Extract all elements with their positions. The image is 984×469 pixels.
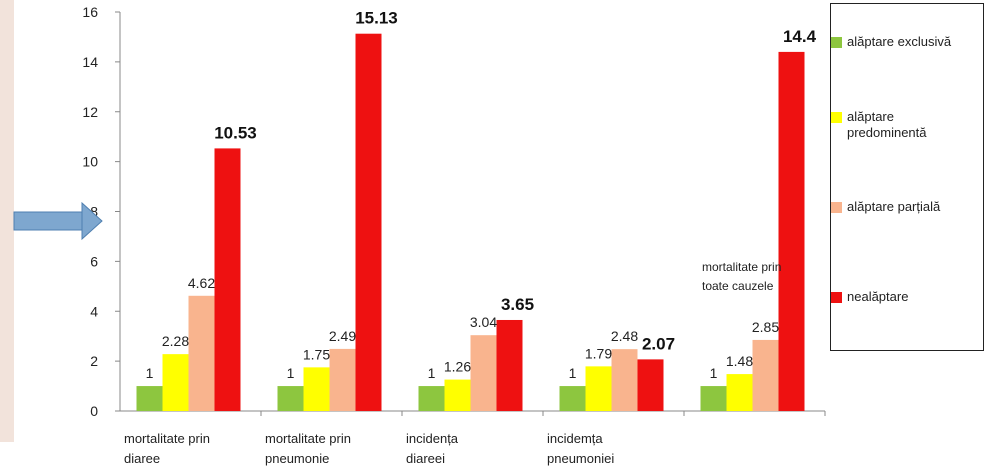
y-tick-label: 8 (90, 204, 98, 220)
category-label: pneumoniei (547, 451, 614, 466)
data-label: 1 (710, 365, 718, 381)
legend-swatch (831, 292, 842, 303)
bar (329, 348, 356, 411)
bar (277, 386, 304, 411)
bar (418, 386, 445, 411)
data-label: 10.53 (214, 123, 257, 142)
data-label: 15.13 (355, 9, 398, 28)
y-tick-label: 10 (82, 154, 98, 170)
category-label: mortalitate prin (265, 431, 351, 446)
y-tick-label: 2 (90, 353, 98, 369)
bar (303, 367, 330, 411)
category-label: incidemța (547, 431, 603, 446)
legend-item: alăptare parțială (831, 199, 975, 215)
data-label: 3.04 (470, 314, 497, 330)
category-label: pneumonie (265, 451, 329, 466)
data-label: 1 (569, 365, 577, 381)
data-label: 14.4 (783, 27, 817, 46)
bar (444, 379, 471, 411)
bar (214, 148, 241, 411)
data-label: 1 (287, 365, 295, 381)
data-label: 1.26 (444, 359, 471, 375)
bar (585, 366, 612, 411)
bar (700, 386, 727, 411)
y-tick-label: 0 (90, 403, 98, 419)
legend-item: alăptare predominentă (831, 109, 975, 141)
legend-label: alăptare parțială (847, 199, 941, 214)
legend-swatch (831, 37, 842, 48)
annotation-line-1: mortalitate prin (702, 260, 781, 274)
y-tick-label: 12 (82, 104, 98, 120)
data-label: 4.62 (188, 275, 215, 291)
legend-label: nealăptare (847, 289, 909, 304)
data-label: 2.48 (611, 328, 638, 344)
data-label: 1 (146, 365, 154, 381)
bar (611, 349, 638, 411)
bar (188, 295, 215, 411)
data-label: 1.79 (585, 345, 612, 361)
bar (136, 386, 163, 411)
legend-label: alăptare exclusivă (847, 34, 952, 49)
annotation-line-2: toate cauzele (702, 279, 774, 293)
data-labels: 1 2.28 4.62 10.53 1 1.75 2.49 15.13 1 1.26 3.043.6… (146, 9, 817, 381)
legend-item: alăptare exclusivă (831, 34, 975, 50)
legend-label: alăptare predominentă (847, 109, 927, 140)
y-tick-label: 6 (90, 253, 98, 269)
chart-bars (136, 33, 805, 412)
bar (559, 386, 586, 411)
bar (470, 335, 497, 411)
bar (496, 319, 523, 411)
bar (752, 339, 779, 411)
category-label: diareei (406, 451, 445, 466)
data-label: 2.49 (329, 328, 356, 344)
bar-chart: 0 2 4 6 8 10 12 14 16 1 2.28 4.62 10.53 1 1.75 2.49 15.… (13, 4, 826, 466)
category-label: diaree (124, 451, 160, 466)
legend-item: nealăptare (831, 289, 975, 305)
category-label: mortalitate prin (124, 431, 210, 446)
side-panel (0, 0, 14, 442)
y-tick-label: 4 (90, 303, 98, 319)
arrow-icon (13, 201, 103, 241)
category-labels: mortalitate prin diaree mortalitate prin pn… (124, 431, 614, 466)
bar (726, 374, 753, 411)
bar (162, 354, 189, 411)
data-label: 1 (428, 365, 436, 381)
data-label: 3.65 (501, 295, 534, 314)
bar (778, 51, 805, 412)
legend-swatch (831, 202, 842, 213)
data-label: 1.75 (303, 346, 330, 362)
data-label: 2.28 (162, 333, 189, 349)
y-tick-label: 16 (82, 4, 98, 20)
chart-legend: alăptare exclusivă alăptare predominentă a… (830, 3, 984, 351)
data-label: 1.48 (726, 353, 753, 369)
data-label: 2.85 (752, 319, 779, 335)
bar (355, 33, 382, 412)
data-label: 2.07 (642, 334, 675, 353)
legend-swatch (831, 112, 842, 123)
y-tick-label: 14 (82, 54, 98, 70)
bar (637, 359, 664, 411)
category-label: incidența (406, 431, 459, 446)
